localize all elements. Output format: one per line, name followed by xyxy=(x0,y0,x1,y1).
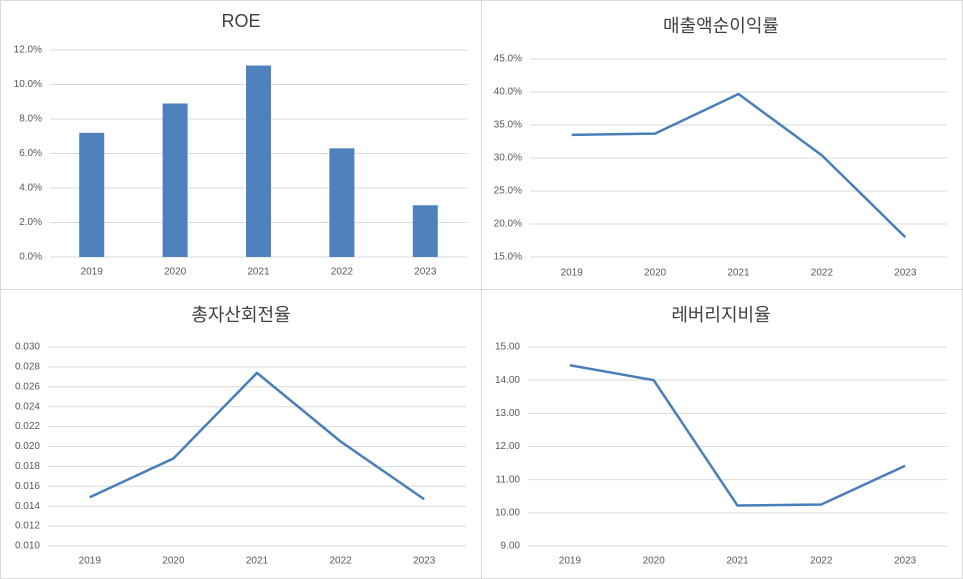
line xyxy=(569,364,906,507)
y-tick-label: 0.020 xyxy=(15,441,40,452)
x-tick-label: 2021 xyxy=(247,267,270,278)
y-tick-label: 0.022 xyxy=(15,421,40,432)
x-tick-label: 2019 xyxy=(559,556,582,567)
chart-title: 매출액순이익률 xyxy=(663,16,779,36)
y-tick-label: 0.016 xyxy=(15,481,40,492)
y-tick-label: 14.00 xyxy=(495,375,520,386)
y-tick-label: 6.0% xyxy=(19,148,42,159)
x-tick-label: 2022 xyxy=(331,267,354,278)
y-tick-label: 12.0% xyxy=(14,45,42,56)
x-tick-label: 2022 xyxy=(811,268,834,279)
x-tick-label: 2020 xyxy=(162,556,185,567)
x-tick-label: 2020 xyxy=(643,556,666,567)
y-tick-label: 0.024 xyxy=(15,401,40,412)
y-tick-label: 13.00 xyxy=(495,408,520,419)
x-tick-label: 2021 xyxy=(726,556,749,567)
bar xyxy=(412,205,438,257)
x-tick-label: 2019 xyxy=(79,556,102,567)
y-tick-label: 10.0% xyxy=(14,79,42,90)
x-tick-label: 2021 xyxy=(246,556,269,567)
y-tick-label: 0.030 xyxy=(15,342,40,353)
y-tick-label: 0.0% xyxy=(19,252,42,263)
x-tick-label: 2022 xyxy=(810,556,833,567)
y-tick-label: 8.0% xyxy=(19,114,42,125)
y-tick-label: 25.0% xyxy=(494,186,522,197)
bar xyxy=(329,148,355,257)
chart-title: 레버리지비율 xyxy=(671,305,770,325)
y-tick-label: 12.00 xyxy=(495,441,520,452)
x-tick-label: 2023 xyxy=(894,556,917,567)
chart-title: 총자산회전율 xyxy=(191,305,290,325)
line xyxy=(571,92,907,239)
y-tick-label: 35.0% xyxy=(494,120,522,131)
x-tick-label: 2019 xyxy=(561,268,584,279)
y-tick-label: 45.0% xyxy=(494,54,522,65)
y-tick-label: 10.00 xyxy=(495,507,520,518)
chart-title: ROE xyxy=(221,11,260,31)
y-tick-label: 9.00 xyxy=(501,541,521,552)
y-tick-label: 0.028 xyxy=(15,362,40,373)
bar xyxy=(162,103,188,257)
x-tick-label: 2019 xyxy=(81,267,104,278)
y-tick-label: 0.026 xyxy=(15,381,40,392)
line xyxy=(89,371,425,501)
y-tick-label: 15.0% xyxy=(494,252,522,263)
y-tick-label: 20.0% xyxy=(494,219,522,230)
x-tick-label: 2020 xyxy=(644,268,667,279)
x-tick-label: 2023 xyxy=(894,268,917,279)
x-tick-label: 2023 xyxy=(413,556,436,567)
y-tick-label: 0.014 xyxy=(15,501,40,512)
y-tick-label: 0.010 xyxy=(15,541,40,552)
y-tick-label: 4.0% xyxy=(19,183,42,194)
bar xyxy=(245,65,272,258)
x-tick-label: 2023 xyxy=(414,267,437,278)
y-tick-label: 0.012 xyxy=(15,521,40,532)
y-tick-label: 15.00 xyxy=(495,342,520,353)
x-tick-label: 2022 xyxy=(329,556,352,567)
y-tick-label: 0.018 xyxy=(15,461,40,472)
bar xyxy=(79,132,105,257)
y-tick-label: 11.00 xyxy=(496,474,521,485)
y-tick-label: 40.0% xyxy=(494,87,522,98)
y-tick-label: 30.0% xyxy=(494,153,522,164)
y-tick-label: 2.0% xyxy=(19,217,42,228)
x-tick-label: 2020 xyxy=(164,267,187,278)
x-tick-label: 2021 xyxy=(727,268,750,279)
